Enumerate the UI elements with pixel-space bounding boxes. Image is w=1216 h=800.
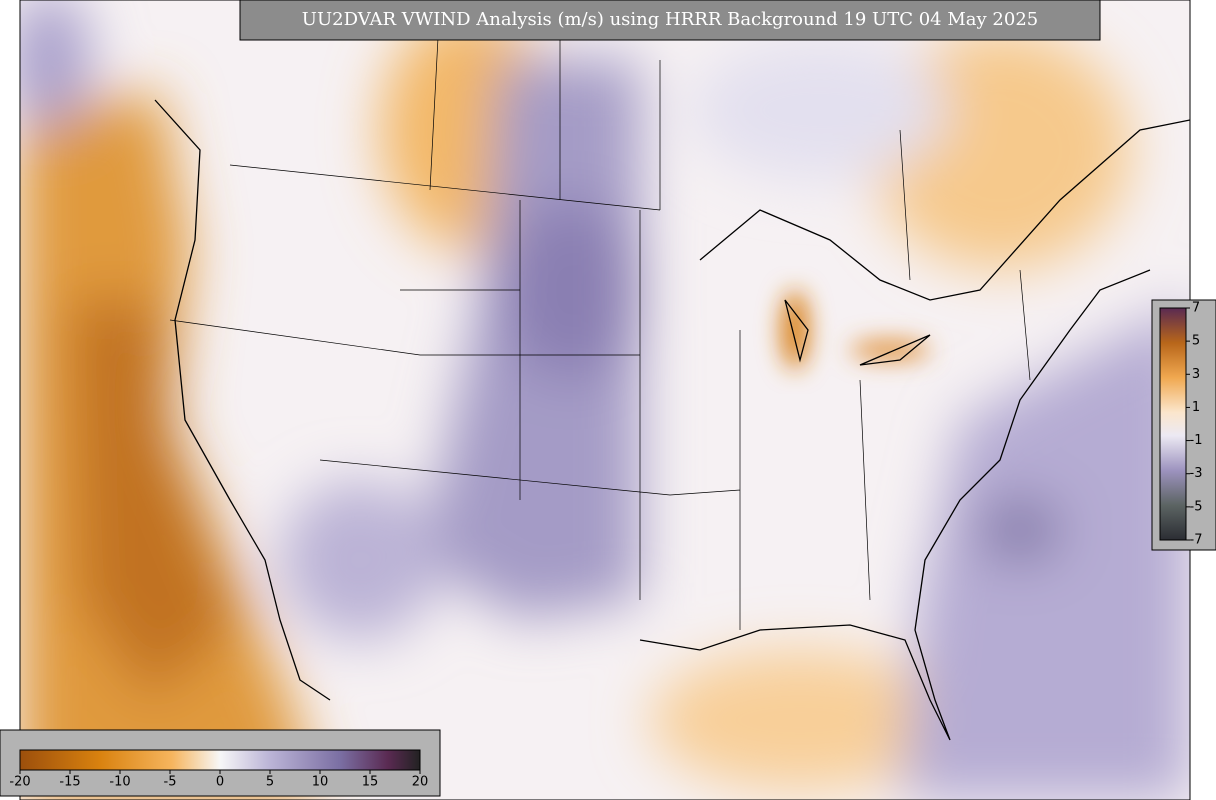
colorbar-main — [19, 749, 421, 771]
tick-label: 7 — [1192, 301, 1200, 316]
tick-label: 5 — [1192, 334, 1200, 349]
tick-label: -15 — [59, 775, 80, 790]
title-box — [239, 0, 1101, 41]
tick-label: -1 — [1190, 433, 1203, 448]
title: UU2DVAR VWIND Analysis (m/s) using HRRR … — [302, 9, 1038, 30]
tick-label: -5 — [164, 775, 177, 790]
tick-label: 15 — [362, 775, 379, 790]
tick-label: -20 — [9, 775, 30, 790]
tick-label: 5 — [266, 775, 274, 790]
tick-label: -10 — [109, 775, 130, 790]
tick-label: -7 — [1190, 533, 1203, 548]
colorbar-inset — [1159, 307, 1187, 541]
tick-label: 20 — [412, 775, 429, 790]
tick-label: -3 — [1190, 466, 1203, 481]
tick-label: 10 — [312, 775, 329, 790]
map-field — [20, 0, 1190, 800]
tick-label: 0 — [216, 775, 224, 790]
tick-label: -5 — [1190, 499, 1203, 514]
tick-label: 3 — [1192, 367, 1200, 382]
tick-label: 1 — [1192, 400, 1200, 415]
